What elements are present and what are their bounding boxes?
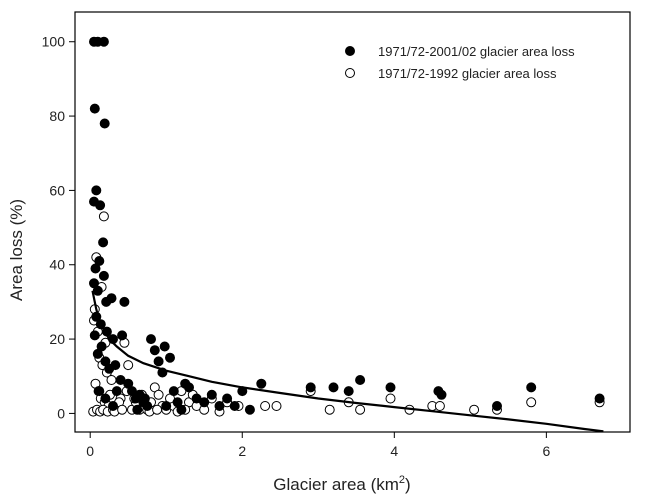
point-1971-2001 xyxy=(492,401,502,411)
point-1971-1992 xyxy=(271,401,282,411)
y-tick-label: 0 xyxy=(57,405,65,421)
point-1971-1992 xyxy=(153,389,164,400)
point-1971-2001 xyxy=(94,386,105,397)
point-1971-2001 xyxy=(184,382,194,393)
point-1971-1992 xyxy=(152,404,163,415)
point-1971-2001 xyxy=(526,382,537,393)
point-1971-1992 xyxy=(260,401,271,411)
point-1971-2001 xyxy=(117,330,128,341)
point-1971-2001 xyxy=(256,378,267,389)
point-1971-2001 xyxy=(146,334,156,345)
point-1971-1992 xyxy=(117,404,128,415)
point-1971-2001 xyxy=(176,404,187,415)
point-1971-2001 xyxy=(89,103,100,114)
point-1971-2001 xyxy=(95,200,106,211)
point-1971-2001 xyxy=(106,293,117,304)
legend: 1971/72-2001/02 glacier area loss 1971/7… xyxy=(345,44,575,81)
point-1971-2001 xyxy=(91,185,102,196)
point-1971-2001 xyxy=(98,237,109,248)
point-1971-2001 xyxy=(99,118,110,129)
point-1971-1992 xyxy=(106,375,117,385)
point-1971-1992 xyxy=(324,404,335,415)
point-1971-2001 xyxy=(139,393,150,404)
point-1971-2001 xyxy=(305,382,316,393)
point-1971-2001 xyxy=(108,401,118,411)
point-1971-2001 xyxy=(385,382,396,393)
point-1971-2001 xyxy=(89,330,100,341)
point-1971-2001 xyxy=(206,389,217,400)
legend-marker-open xyxy=(345,68,355,78)
point-1971-2001 xyxy=(436,389,447,400)
point-1971-2001 xyxy=(244,404,255,415)
fit-curve xyxy=(91,290,604,433)
point-1971-2001 xyxy=(119,296,130,307)
point-1971-2001 xyxy=(132,404,143,415)
x-axis-title: Glacier area (km2) xyxy=(273,474,410,494)
legend-label-series-2: 1971/72-1992 glacier area loss xyxy=(378,66,557,81)
point-1971-2001 xyxy=(161,401,172,411)
point-1971-2001 xyxy=(165,352,175,363)
point-1971-2001 xyxy=(343,386,354,397)
point-1971-2001 xyxy=(111,386,122,397)
legend-label-series-1: 1971/72-2001/02 glacier area loss xyxy=(378,44,575,59)
point-1971-2001 xyxy=(199,397,210,408)
point-1971-2001 xyxy=(149,345,160,356)
y-tick-label: 100 xyxy=(42,34,66,50)
point-1971-2001 xyxy=(98,36,109,47)
point-1971-2001 xyxy=(92,285,103,296)
point-1971-2001 xyxy=(159,341,170,352)
x-tick-label: 6 xyxy=(542,443,550,459)
point-1971-2001 xyxy=(594,393,605,404)
point-1971-2001 xyxy=(153,356,164,367)
point-1971-1992 xyxy=(469,404,480,415)
point-1971-1992 xyxy=(98,211,109,222)
y-tick-label: 40 xyxy=(49,257,65,273)
x-tick-label: 0 xyxy=(86,443,94,459)
plot-frame xyxy=(74,11,631,433)
y-tick-label: 60 xyxy=(49,182,65,198)
y-axis-title: Area loss (%) xyxy=(7,199,26,301)
x-tick-label: 2 xyxy=(238,443,246,459)
point-1971-2001 xyxy=(100,393,111,404)
data-marks xyxy=(88,36,605,433)
point-1971-2001 xyxy=(222,393,233,404)
y-tick-label: 80 xyxy=(49,108,65,124)
point-1971-2001 xyxy=(214,401,225,411)
point-1971-2001 xyxy=(355,375,366,385)
point-1971-1992 xyxy=(385,393,396,404)
point-1971-2001 xyxy=(229,401,240,411)
axes-group: 0 20 40 60 80 100 0 2 4 6 xyxy=(42,34,551,459)
point-1971-2001 xyxy=(94,256,105,266)
legend-marker-filled xyxy=(345,46,355,56)
point-1971-1992 xyxy=(123,360,134,371)
x-tick-label: 4 xyxy=(390,443,398,459)
point-1971-2001 xyxy=(96,341,107,352)
point-1971-2001 xyxy=(98,270,109,281)
point-1971-2001 xyxy=(110,360,121,371)
point-1971-1992 xyxy=(434,401,445,411)
point-1971-1992 xyxy=(355,404,366,415)
point-1971-2001 xyxy=(168,386,179,397)
y-tick-label: 20 xyxy=(49,331,65,347)
point-1971-1992 xyxy=(526,397,537,408)
point-1971-2001 xyxy=(328,382,339,393)
